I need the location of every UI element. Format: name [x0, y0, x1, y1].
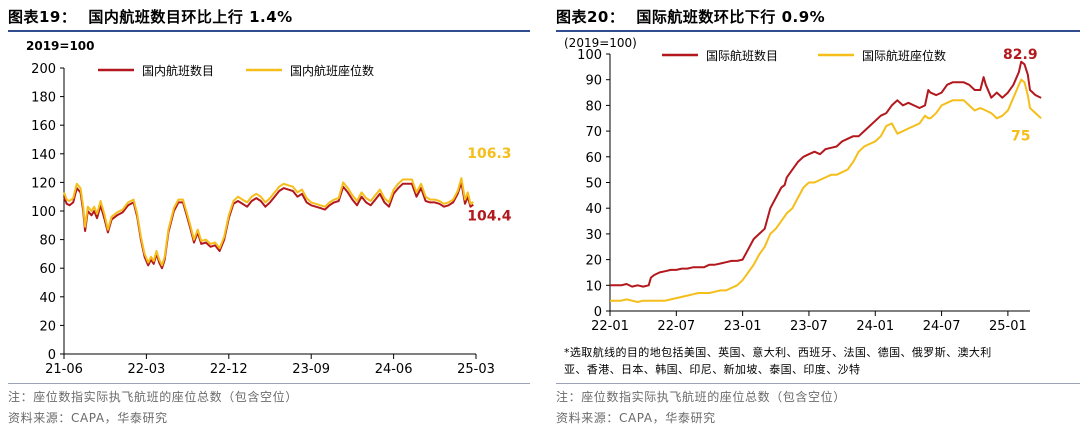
footnote-line: *选取航线的目的地包括美国、英国、意大利、西班牙、法国、德国、俄罗斯、澳大利: [564, 346, 992, 359]
y-tick-label: 80: [585, 99, 602, 114]
figure-label: 图表20：: [556, 8, 625, 26]
source-note: 注：座位数指实际执飞航班的座位总数（包含空位）: [8, 390, 298, 404]
y-tick-label: 0: [48, 348, 56, 363]
y-tick-label: 80: [39, 234, 56, 249]
x-tick-label: 24-01: [856, 319, 894, 334]
panel-domestic: 图表19： 国内航班数目环比上行 1.4% 2019=100 0 20 40 60 80 10…: [0, 0, 530, 433]
divider: [8, 383, 530, 384]
y-axis-label: (2019=100): [564, 36, 637, 50]
figure-title: 国际航班数环比下行 0.9%: [636, 8, 826, 26]
y-tick-label: 100: [577, 48, 602, 63]
y-tick-label: 140: [31, 148, 56, 163]
legend-label: 国内航班座位数: [290, 63, 374, 78]
y-tick-label: 40: [39, 291, 56, 306]
y-tick-label: 40: [585, 202, 602, 217]
y-tick-label: 0: [594, 305, 602, 320]
y-axis-label: 2019=100: [26, 39, 95, 53]
x-tick-label: 22-12: [210, 362, 248, 377]
domestic-flights-chart: 2019=100 0 20 40 60 80 100 120 140 160 180 200 21-06…: [26, 39, 512, 377]
x-tick-label: 25-03: [457, 362, 495, 377]
footnote-line: 亚、香港、日本、韩国、印尼、新加坡、泰国、印度、沙特: [564, 363, 861, 376]
source-note: 注：座位数指实际执飞航班的座位总数（包含空位）: [556, 390, 846, 404]
chart-title: 图表19： 国内航班数目环比上行 1.4%: [8, 6, 293, 27]
x-tick-label: 25-01: [989, 319, 1027, 334]
x-tick-label: 23-09: [292, 362, 330, 377]
figure-title: 国内航班数目环比上行 1.4%: [88, 8, 293, 26]
x-tick-label: 23-07: [790, 319, 828, 334]
series-line-flights: [63, 181, 474, 270]
panel-international: 图表20： 国际航班数环比下行 0.9% (2019=100) 0 10 20 30 40 5…: [548, 0, 1080, 433]
y-tick-label: 20: [39, 319, 56, 334]
series-line-flights: [610, 60, 1042, 288]
y-tick-label: 60: [585, 151, 602, 166]
y-tick-label: 100: [31, 205, 56, 220]
chart-title-bar: 图表19： 国内航班数目环比上行 1.4%: [8, 6, 530, 32]
x-tick-label: 24-07: [923, 319, 961, 334]
x-tick-label: 23-01: [724, 319, 762, 334]
legend-label: 国际航班座位数: [862, 48, 946, 63]
y-tick-label: 60: [39, 262, 56, 277]
y-tick-label: 180: [31, 91, 56, 106]
legend-label: 国内航班数目: [142, 63, 214, 78]
figure-label: 图表19：: [8, 8, 77, 26]
y-tick-label: 200: [31, 62, 56, 77]
y-tick-label: 50: [585, 177, 602, 192]
y-tick-label: 70: [585, 125, 602, 140]
x-tick-label: 22-07: [657, 319, 695, 334]
y-tick-label: 10: [585, 279, 602, 294]
y-tick-label: 160: [31, 119, 56, 134]
series-line-seats: [63, 177, 474, 267]
series-line-seats: [610, 78, 1042, 303]
chart-title-bar: 图表20： 国际航班数环比下行 0.9%: [556, 6, 1080, 32]
x-tick-label: 21-06: [45, 362, 83, 377]
x-tick-label: 22-01: [591, 319, 629, 334]
international-flights-chart: (2019=100) 0 10 20 30 40 50 60 70 80 90 100 22-01 22-…: [564, 36, 1042, 334]
source-reference: 资料来源：CAPA，华泰研究: [556, 411, 716, 425]
source-reference: 资料来源：CAPA，华泰研究: [8, 411, 168, 425]
y-tick-label: 120: [31, 176, 56, 191]
legend-label: 国际航班数目: [706, 48, 778, 63]
y-tick-label: 30: [585, 228, 602, 243]
x-tick-label: 22-03: [128, 362, 166, 377]
end-value-label: 106.3: [467, 146, 511, 162]
end-value-label: 82.9: [1003, 47, 1038, 63]
x-tick-label: 24-06: [375, 362, 413, 377]
end-value-label: 75: [1011, 128, 1030, 144]
y-tick-label: 90: [585, 74, 602, 89]
chart-title: 图表20： 国际航班数环比下行 0.9%: [556, 6, 825, 27]
end-value-label: 104.4: [467, 209, 512, 225]
destinations-footnote: *选取航线的目的地包括美国、英国、意大利、西班牙、法国、德国、俄罗斯、澳大利 亚…: [564, 344, 992, 378]
divider: [556, 383, 1080, 384]
y-tick-label: 20: [585, 254, 602, 269]
